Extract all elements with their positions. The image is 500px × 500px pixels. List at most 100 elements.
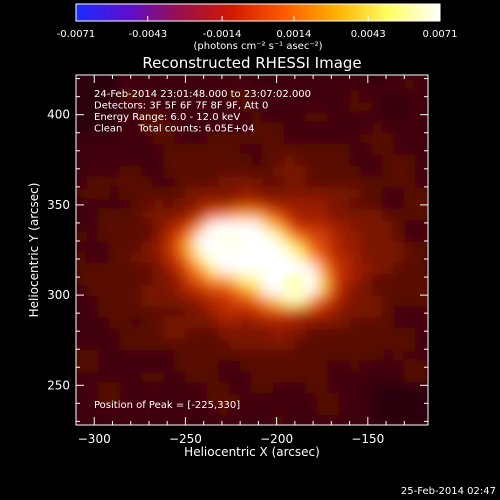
- heatmap-cell: [196, 295, 208, 307]
- heatmap-cell: [382, 338, 394, 350]
- heatmap-cell: [152, 143, 165, 155]
- heatmap-cell: [382, 121, 394, 134]
- heatmap-cell: [86, 89, 99, 101]
- heatmap-cell: [207, 381, 219, 394]
- heatmap-cell: [174, 186, 186, 199]
- heatmap-cell: [152, 349, 165, 361]
- heatmap-cell: [207, 327, 219, 339]
- heatmap-cell: [371, 121, 383, 134]
- heatmap-cell: [426, 132, 428, 145]
- heatmap-cell: [97, 143, 110, 155]
- heatmap-cell: [382, 251, 394, 264]
- heatmap-cell: [426, 230, 428, 242]
- heatmap-cell: [426, 208, 428, 220]
- heatmap-cell: [283, 208, 296, 220]
- heatmap-cell: [273, 327, 285, 339]
- heatmap-cell: [294, 360, 307, 372]
- heatmap-cell: [305, 338, 318, 350]
- heatmap-cell: [251, 143, 263, 155]
- heatmap-cell: [404, 381, 416, 394]
- colorbar-gradient: [75, 3, 441, 22]
- heatmap-cell: [97, 121, 110, 134]
- heatmap-cell: [404, 154, 416, 166]
- heatmap-cell: [119, 403, 132, 415]
- heatmap-cell: [108, 75, 121, 80]
- heatmap-cell: [349, 392, 362, 404]
- heatmap-cell: [305, 327, 318, 339]
- heatmap-cell: [305, 284, 318, 296]
- heatmap-cell: [382, 241, 394, 253]
- heatmap-cell: [349, 370, 362, 383]
- heatmap-cell: [360, 349, 372, 361]
- heatmap-cell: [426, 370, 428, 383]
- heatmap-cell: [415, 197, 427, 210]
- heatmap-cell: [196, 316, 208, 329]
- heatmap-cell: [218, 381, 230, 394]
- heatmap-cell: [404, 273, 416, 285]
- heatmap-cell: [229, 75, 241, 80]
- heatmap-cell: [316, 100, 329, 112]
- heatmap-cell: [163, 165, 175, 177]
- heatmap-cell: [218, 89, 230, 101]
- heatmap-cell: [404, 89, 416, 101]
- heatmap-cell: [207, 251, 219, 264]
- heatmap-cell: [294, 251, 307, 264]
- heatmap-cell: [185, 154, 197, 166]
- heatmap-cell: [283, 262, 296, 274]
- heatmap-cell: [327, 305, 340, 318]
- heatmap-cell: [262, 305, 274, 318]
- heatmap-cell: [152, 295, 165, 307]
- heatmap-cell: [130, 78, 143, 90]
- heatmap-cell: [360, 100, 372, 112]
- heatmap-cell: [393, 392, 405, 404]
- heatmap-cell: [174, 403, 186, 415]
- heatmap-cell: [415, 230, 427, 242]
- heatmap-cell: [196, 284, 208, 296]
- heatmap-cell: [174, 230, 186, 242]
- heatmap-cell: [349, 273, 362, 285]
- heatmap-cell: [426, 251, 428, 264]
- heatmap-cell: [371, 143, 383, 155]
- colorbar-tick-label: 0.0071: [423, 29, 458, 40]
- heatmap-cell: [404, 305, 416, 318]
- heatmap-cell: [360, 78, 372, 90]
- colorbar-tick-label: 0.0043: [351, 29, 386, 40]
- heatmap-cell: [382, 89, 394, 101]
- heatmap-cell: [185, 305, 197, 318]
- heatmap-cell: [371, 262, 383, 274]
- heatmap-cell: [108, 241, 121, 253]
- heatmap-cell: [404, 100, 416, 112]
- heatmap-cell: [130, 121, 143, 134]
- heatmap-cell: [316, 78, 329, 90]
- heatmap-cell: [327, 219, 340, 231]
- heatmap-cell: [382, 100, 394, 112]
- heatmap-cell: [273, 219, 285, 231]
- heatmap-cell: [251, 338, 263, 350]
- heatmap-cell: [360, 403, 372, 415]
- heatmap-cell: [218, 111, 230, 123]
- heatmap-cell: [141, 403, 154, 415]
- heatmap-cell: [76, 75, 88, 80]
- heatmap-cell: [174, 284, 186, 296]
- heatmap-cell: [240, 414, 252, 425]
- heatmap-cell: [360, 176, 372, 188]
- heatmap-cell: [294, 349, 307, 361]
- heatmap-cell: [305, 154, 318, 166]
- heatmap-cell: [273, 284, 285, 296]
- heatmap-cell: [262, 381, 274, 394]
- heatmap-cell: [426, 338, 428, 350]
- heatmap-cell: [130, 154, 143, 166]
- heatmap-cell: [273, 176, 285, 188]
- heatmap-cell: [163, 370, 175, 383]
- heatmap-cell: [76, 78, 88, 90]
- heatmap-cell: [283, 241, 296, 253]
- heatmap-cell: [152, 154, 165, 166]
- heatmap-cell: [305, 349, 318, 361]
- heatmap-cell: [273, 305, 285, 318]
- heatmap-cell: [327, 165, 340, 177]
- heatmap-cell: [251, 75, 263, 80]
- heatmap-cell: [185, 111, 197, 123]
- heatmap-cell: [305, 75, 318, 80]
- x-tick-label: −150: [351, 432, 384, 446]
- heatmap-cell: [371, 251, 383, 264]
